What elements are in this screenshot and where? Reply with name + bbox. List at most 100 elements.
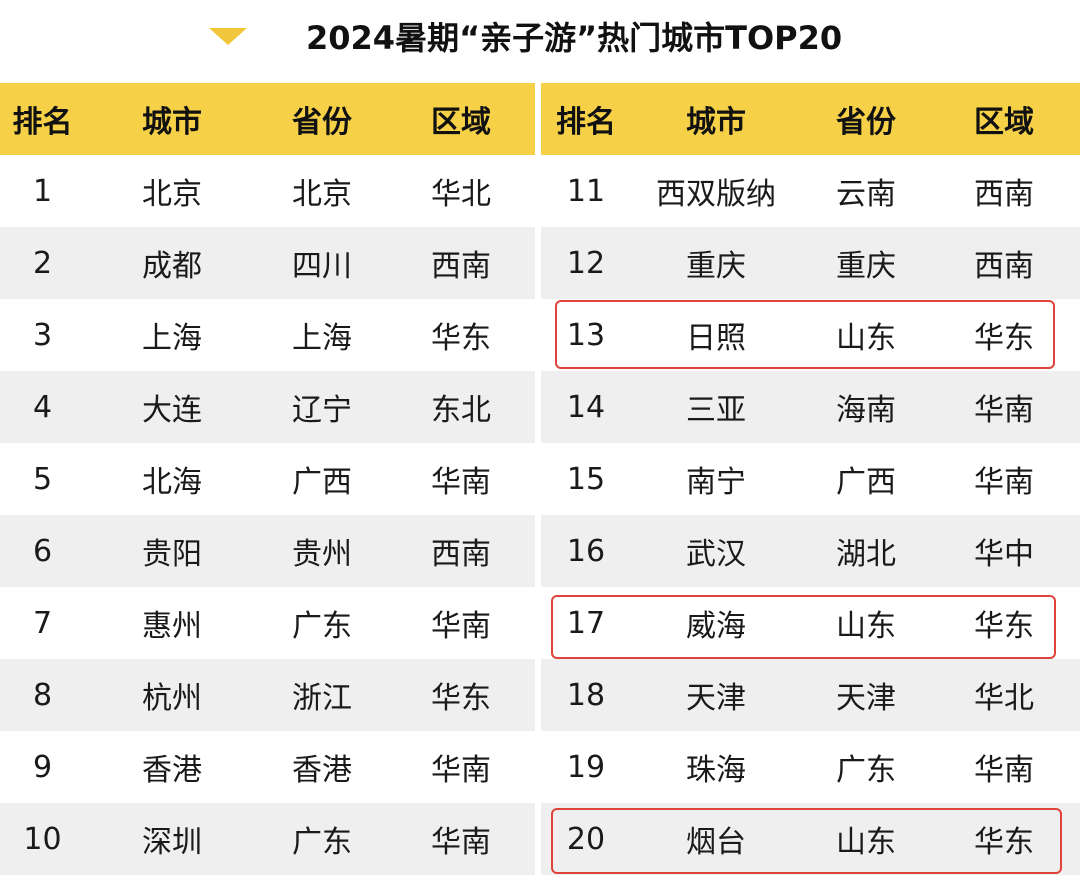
table-row: 6 贵阳 贵州 西南 (0, 515, 535, 587)
ranking-table-left: 排名 城市 省份 区域 1 北京 北京 华北 2 成都 四川 西南 3 上海 上… (0, 83, 535, 878)
region-cell: 西南 (431, 537, 491, 572)
table-row: 10 深圳 广东 华南 (0, 803, 535, 875)
region-cell: 华南 (974, 393, 1034, 428)
city-cell: 天津 (686, 681, 746, 716)
column-header-province: 省份 (836, 105, 896, 140)
city-cell: 深圳 (142, 825, 202, 860)
rank-cell: 8 (32, 677, 53, 713)
rank-cell: 17 (566, 605, 606, 641)
province-cell: 香港 (292, 753, 352, 788)
rank-cell: 12 (566, 245, 606, 281)
city-cell: 南宁 (686, 465, 746, 500)
region-cell: 西南 (974, 177, 1034, 212)
city-cell: 日照 (686, 321, 746, 356)
rank-cell: 10 (23, 821, 62, 857)
table-header-row: 排名 城市 省份 区域 (541, 83, 1080, 155)
rank-cell: 3 (32, 317, 53, 353)
city-cell: 杭州 (142, 681, 202, 716)
city-cell: 香港 (142, 753, 202, 788)
province-cell: 广东 (836, 753, 896, 788)
table-header-row: 排名 城市 省份 区域 (0, 83, 535, 155)
province-cell: 浙江 (292, 681, 352, 716)
table-row: 9 香港 香港 华南 (0, 731, 535, 803)
table-row: 2 成都 四川 西南 (0, 227, 535, 299)
city-cell: 成都 (142, 249, 202, 284)
city-cell: 三亚 (686, 393, 746, 428)
region-cell: 华北 (431, 177, 491, 212)
city-cell: 武汉 (686, 537, 746, 572)
province-cell: 山东 (836, 321, 896, 356)
region-cell: 东北 (431, 393, 491, 428)
city-cell: 北海 (142, 465, 202, 500)
rank-cell: 4 (32, 389, 53, 425)
city-cell: 惠州 (142, 609, 202, 644)
table-row: 17 威海 山东 华东 (541, 587, 1080, 659)
region-cell: 华中 (974, 537, 1034, 572)
region-cell: 华南 (974, 753, 1034, 788)
province-cell: 山东 (836, 609, 896, 644)
region-cell: 华东 (431, 321, 491, 356)
table-row: 13 日照 山东 华东 (541, 299, 1080, 371)
region-cell: 华南 (431, 465, 491, 500)
table-row: 4 大连 辽宁 东北 (0, 371, 535, 443)
city-cell: 重庆 (686, 249, 746, 284)
column-header-rank: 排名 (12, 105, 73, 140)
region-cell: 西南 (431, 249, 491, 284)
region-cell: 西南 (974, 249, 1034, 284)
column-header-rank: 排名 (556, 105, 616, 140)
rank-cell: 6 (32, 533, 53, 569)
region-cell: 华东 (431, 681, 491, 716)
province-cell: 四川 (292, 249, 352, 284)
table-row: 7 惠州 广东 华南 (0, 587, 535, 659)
city-cell: 烟台 (686, 825, 746, 860)
region-cell: 华东 (974, 321, 1034, 356)
table-row: 18 天津 天津 华北 (541, 659, 1080, 731)
region-cell: 华东 (974, 609, 1034, 644)
city-cell: 大连 (142, 393, 202, 428)
table-row: 3 上海 上海 华东 (0, 299, 535, 371)
city-cell: 贵阳 (142, 537, 202, 572)
province-cell: 云南 (836, 177, 896, 212)
province-cell: 广东 (292, 609, 352, 644)
rank-cell: 14 (566, 389, 606, 425)
page-title: 2024暑期“亲子游”热门城市TOP20 (306, 19, 843, 57)
column-header-city: 城市 (686, 105, 746, 140)
province-cell: 北京 (292, 177, 352, 212)
table-row: 15 南宁 广西 华南 (541, 443, 1080, 515)
table-row: 8 杭州 浙江 华东 (0, 659, 535, 731)
rank-cell: 11 (566, 173, 606, 209)
province-cell: 广东 (292, 825, 352, 860)
city-cell: 北京 (142, 177, 202, 212)
province-cell: 海南 (836, 393, 896, 428)
province-cell: 山东 (836, 825, 896, 860)
region-cell: 华南 (431, 609, 491, 644)
column-header-province: 省份 (292, 105, 352, 140)
region-cell: 华南 (431, 753, 491, 788)
city-cell: 珠海 (686, 753, 746, 788)
table-row: 19 珠海 广东 华南 (541, 731, 1080, 803)
rank-cell: 5 (32, 461, 53, 497)
city-cell: 西双版纳 (656, 177, 776, 212)
rank-cell: 9 (32, 749, 53, 785)
rank-cell: 20 (566, 821, 606, 857)
province-cell: 广西 (836, 465, 896, 500)
table-row: 5 北海 广西 华南 (0, 443, 535, 515)
province-cell: 贵州 (292, 537, 352, 572)
region-cell: 华北 (974, 681, 1034, 716)
rank-cell: 16 (566, 533, 606, 569)
column-header-region: 区域 (974, 105, 1034, 140)
header: 2024暑期“亲子游”热门城市TOP20 (0, 0, 1080, 80)
region-cell: 华南 (974, 465, 1034, 500)
column-header-region: 区域 (431, 105, 491, 140)
triangle-down-icon (209, 28, 247, 45)
table-row: 12 重庆 重庆 西南 (541, 227, 1080, 299)
rank-cell: 2 (32, 245, 53, 281)
city-cell: 上海 (142, 321, 202, 356)
table-row: 14 三亚 海南 华南 (541, 371, 1080, 443)
ranking-table-right: 排名 城市 省份 区域 11 西双版纳 云南 西南 12 重庆 重庆 西南 13… (541, 83, 1080, 878)
table-row: 20 烟台 山东 华东 (541, 803, 1080, 875)
province-cell: 重庆 (836, 249, 896, 284)
province-cell: 湖北 (836, 537, 896, 572)
rank-cell: 7 (32, 605, 53, 641)
province-cell: 上海 (292, 321, 352, 356)
